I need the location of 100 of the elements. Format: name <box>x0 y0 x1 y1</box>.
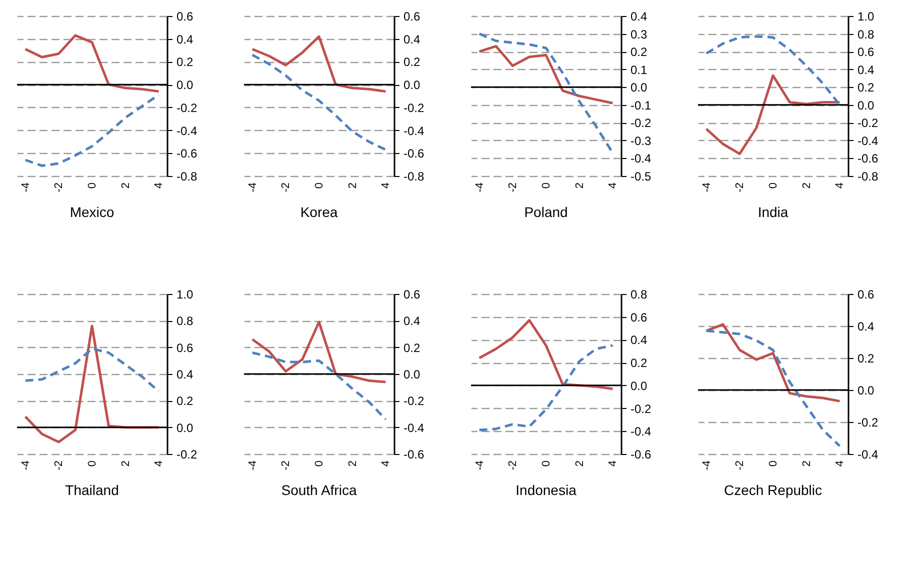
x-tick-label: 2 <box>346 182 359 189</box>
y-tick-label: 0.0 <box>404 78 421 92</box>
y-tick-label: 0.0 <box>176 420 194 435</box>
y-tick-label: 0.0 <box>858 98 875 112</box>
x-tick-label: -4 <box>474 182 486 192</box>
x-tick-label: -4 <box>246 182 259 192</box>
y-tick-label: 0.4 <box>176 368 194 382</box>
y-tick-label: 0.2 <box>176 55 194 70</box>
y-tick-label: 0.2 <box>176 394 194 408</box>
x-tick-label: -4 <box>474 460 486 470</box>
line-series <box>24 94 160 167</box>
y-tick-label: 0.3 <box>630 27 648 42</box>
y-tick-label: -0.6 <box>404 448 425 462</box>
y-tick-label: -0.8 <box>176 170 198 184</box>
y-tick-label: 0.8 <box>630 288 648 302</box>
y-tick-label: 0.4 <box>858 320 875 334</box>
y-tick-label: 0.0 <box>176 78 194 92</box>
line-series <box>705 74 841 156</box>
x-tick-label: 4 <box>380 460 392 467</box>
y-tick-label: 0.0 <box>404 368 421 382</box>
y-tick-label: -0.6 <box>858 152 879 166</box>
text: Poland <box>524 204 568 220</box>
y-tick-label: -0.8 <box>858 170 879 184</box>
x-tick-label: 4 <box>380 182 392 189</box>
line-series <box>24 34 160 93</box>
y-tick-label: 0.2 <box>858 352 875 366</box>
y-tick-label: 0.0 <box>858 384 875 398</box>
x-tick-label: -2 <box>734 182 746 192</box>
y-tick-label: 0.8 <box>858 27 875 42</box>
y-tick-label: -0.2 <box>176 100 198 115</box>
text: Mexico <box>70 204 114 220</box>
y-tick-label: -0.2 <box>404 394 425 408</box>
y-tick-label: -0.8 <box>404 170 425 184</box>
x-tick-label: 0 <box>86 460 98 467</box>
y-tick-label: 0.0 <box>630 80 648 95</box>
text: Indonesia <box>516 482 577 498</box>
y-tick-label: 1.0 <box>176 288 194 302</box>
y-tick-label: 0.4 <box>630 10 648 24</box>
x-tick-label: 0 <box>314 182 326 189</box>
y-tick-label: -0.2 <box>858 416 879 430</box>
y-tick-label: 0.4 <box>404 32 421 46</box>
x-tick-label: 2 <box>800 182 813 189</box>
x-tick-label: 0 <box>540 182 552 189</box>
x-tick-label: 2 <box>120 182 132 189</box>
x-tick-label: 0 <box>540 460 552 467</box>
y-tick-label: -0.6 <box>630 448 652 462</box>
x-tick-label: 4 <box>153 460 166 467</box>
x-tick-label: 4 <box>153 182 166 189</box>
text: Czech Republic <box>724 482 822 498</box>
y-tick-label: -0.2 <box>630 402 652 416</box>
x-tick-label: 0 <box>86 182 98 189</box>
x-tick-label: -4 <box>700 182 713 192</box>
line-series <box>705 330 841 448</box>
text: India <box>758 204 788 220</box>
y-tick-label: 0.4 <box>630 333 648 348</box>
y-tick-label: -0.2 <box>858 116 879 130</box>
line-series <box>251 351 387 421</box>
y-tick-label: 0.2 <box>404 340 421 355</box>
text: Korea <box>300 204 338 220</box>
y-tick-label: 0.6 <box>404 288 421 302</box>
y-tick-label: 0.2 <box>630 356 648 370</box>
x-tick-label: 0 <box>314 460 326 467</box>
y-tick-label: -0.5 <box>630 170 652 184</box>
y-tick-label: 0.2 <box>858 80 875 95</box>
line-series <box>705 323 841 402</box>
y-tick-label: 0.6 <box>404 10 421 24</box>
y-tick-label: -0.4 <box>404 124 425 138</box>
x-tick-label: -2 <box>507 460 520 470</box>
y-tick-label: -0.4 <box>630 152 652 166</box>
x-tick-label: -4 <box>246 460 259 470</box>
y-tick-label: 0.2 <box>630 45 648 60</box>
line-series <box>478 44 614 104</box>
y-tick-label: 0.4 <box>176 32 194 46</box>
x-tick-label: 2 <box>120 460 132 467</box>
y-tick-label: 1.0 <box>858 10 875 24</box>
y-tick-label: -0.4 <box>858 134 879 148</box>
x-tick-label: -2 <box>734 460 746 470</box>
y-tick-label: -0.4 <box>404 420 425 435</box>
y-tick-label: -0.2 <box>404 100 425 115</box>
x-tick-label: 4 <box>834 182 846 189</box>
x-tick-label: -2 <box>507 182 520 192</box>
x-tick-label: 4 <box>607 460 620 467</box>
line-series <box>251 35 387 93</box>
line-series <box>251 54 387 151</box>
y-tick-label: -0.4 <box>858 448 879 462</box>
line-series <box>251 320 387 384</box>
y-tick-label: 0.0 <box>630 378 648 393</box>
x-tick-label: -2 <box>53 460 66 470</box>
line-series <box>478 344 614 432</box>
x-tick-label: -4 <box>20 460 32 470</box>
y-tick-label: 0.6 <box>630 310 648 324</box>
y-tick-label: -0.6 <box>404 146 425 161</box>
y-tick-label: 0.6 <box>176 340 194 355</box>
x-tick-label: 2 <box>574 460 586 467</box>
x-tick-label: 2 <box>574 182 586 189</box>
y-tick-label: 0.6 <box>176 10 194 24</box>
line-series <box>705 35 841 106</box>
x-tick-label: -4 <box>700 460 713 470</box>
x-tick-label: 0 <box>768 182 780 189</box>
x-tick-label: -2 <box>53 182 66 192</box>
